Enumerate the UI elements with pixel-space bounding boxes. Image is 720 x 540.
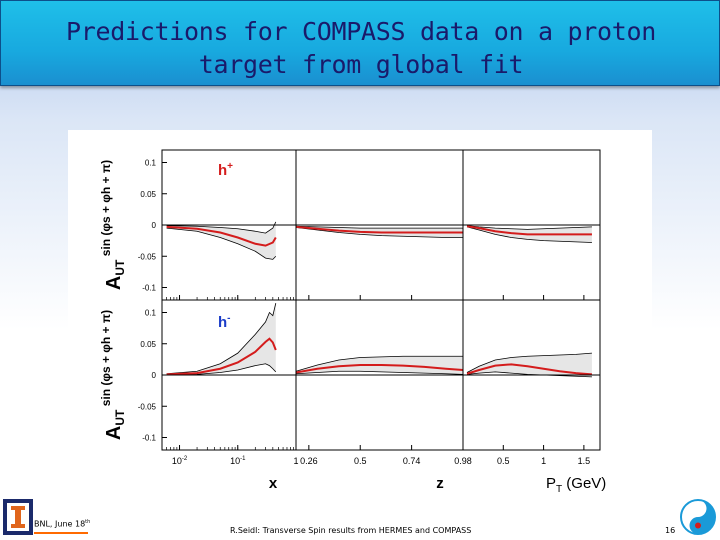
figure-panel: 0.1 0.05 0 -0.05 -0.1 0.1 0.05 0 -0.05 -0.1 10-2 10… [68, 130, 652, 498]
x-tick-label: 0.5 [354, 456, 367, 466]
slide-title-line2: target from global fit [198, 50, 524, 79]
band-lower-line [166, 363, 277, 376]
y-axis-label-part: UT [113, 259, 127, 276]
band-upper-line [295, 225, 463, 229]
y-tick-label: 0.1 [145, 159, 157, 168]
band-upper-line [295, 355, 463, 372]
slide-title: Predictions for COMPASS data on a proton… [21, 15, 701, 81]
x-tick-label: 0.5 [497, 456, 510, 466]
y-axis-label-text: AUT sin (φs + φh + π) [99, 310, 127, 440]
y-tick-label: 0.1 [145, 309, 157, 318]
central-curve [295, 364, 464, 374]
slide-title-line1: Predictions for COMPASS data on a proton [65, 17, 657, 46]
riken-logo [680, 499, 716, 535]
x-axis-label-x: x [269, 475, 278, 492]
asymmetry-chart: 0.10.050-0.05-0.10.10.050-0.05-0.110-2 10… [99, 149, 606, 495]
page-number: 16 [665, 526, 676, 535]
y-axis-label-part: UT [113, 409, 127, 426]
central-curve [166, 225, 277, 247]
x-tick-label: 0.98 [454, 456, 472, 466]
band-lower-line [295, 227, 463, 238]
x-tick-label: 10-2 [172, 456, 188, 466]
title-bar: Predictions for COMPASS data on a proton… [0, 0, 720, 86]
central-curve [466, 363, 593, 376]
x-tick-label: 0.74 [403, 456, 421, 466]
y-tick-label: -0.05 [138, 402, 157, 411]
x-tick-exponent: -2 [182, 456, 188, 462]
x-tick-label: 1 [541, 456, 546, 466]
x-tick-label: 0.26 [300, 456, 318, 466]
band-lower-line [166, 227, 277, 260]
y-axis-label: AUT sin (φs + φh + π) [99, 160, 127, 290]
band-lower-line [466, 371, 592, 378]
hadron-charge: - [227, 313, 230, 324]
band-upper-line [466, 352, 592, 373]
y-axis-label-part: sin (φs + φh + π) [99, 310, 113, 410]
y-tick-label: -0.1 [142, 434, 156, 443]
footer-venue-text: BNL, June 18 [34, 519, 86, 529]
x-axis-label-pt-unit: (GeV) [562, 475, 606, 492]
central-curve [295, 225, 463, 234]
y-axis-label-part: A [103, 276, 125, 290]
x-axis-label-z: z [436, 475, 444, 492]
x-tick-label: 10-1 [230, 456, 246, 466]
y-axis-label-part: sin (φs + φh + π) [99, 160, 113, 260]
error-band [166, 221, 276, 260]
band-lower-line [466, 226, 592, 243]
illinois-logo [3, 499, 33, 535]
hadron-label: h- [218, 313, 231, 331]
footer-venue-sup: th [85, 519, 91, 525]
y-tick-label: 0.05 [140, 190, 156, 199]
footer-venue: BNL, June 18th [34, 519, 90, 529]
y-axis-label-text: AUT sin (φs + φh + π) [99, 160, 127, 290]
hadron-charge: + [227, 161, 233, 172]
y-axis-label: AUT sin (φs + φh + π) [99, 310, 127, 440]
x-axis-label-pt-sub: T [556, 484, 562, 495]
footer-accent-line [34, 532, 88, 534]
central-curve [166, 337, 277, 376]
y-tick-label: -0.1 [142, 284, 156, 293]
x-tick-exponent: -1 [240, 456, 246, 462]
footer-center: R.Seidl: Transverse Spin results from HE… [230, 526, 472, 535]
y-tick-label: 0.05 [140, 340, 156, 349]
band-lower-line [295, 370, 464, 375]
band-upper-line [466, 225, 592, 230]
y-tick-label: 0 [152, 221, 157, 230]
central-curve [466, 225, 592, 236]
y-tick-label: -0.05 [138, 252, 157, 261]
y-axis-label-part: A [103, 426, 125, 440]
x-axis-label-pt: PT (GeV) [546, 475, 606, 495]
x-tick-label: 1.5 [578, 456, 591, 466]
band-upper-line [166, 303, 277, 375]
band-upper-line [166, 221, 277, 234]
y-tick-label: 0 [152, 371, 157, 380]
x-tick-label: 1 [293, 456, 298, 466]
hadron-label: h+ [218, 161, 233, 179]
